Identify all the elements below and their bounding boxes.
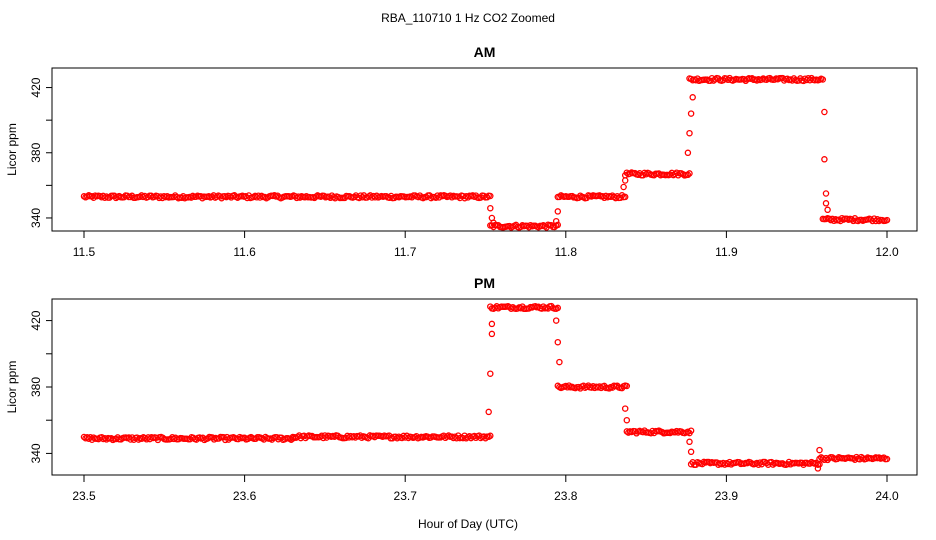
data-point bbox=[819, 76, 827, 83]
data-point bbox=[482, 434, 489, 442]
y-axis-label: Licor ppm bbox=[5, 361, 19, 414]
data-point bbox=[554, 208, 562, 215]
x-axis-label: Hour of Day (UTC) bbox=[418, 517, 518, 531]
data-point bbox=[686, 129, 693, 137]
x-tick-label: 12.0 bbox=[875, 245, 899, 259]
data-point bbox=[821, 108, 828, 116]
data-point bbox=[483, 194, 491, 201]
data-point bbox=[883, 216, 891, 224]
data-point bbox=[687, 448, 695, 456]
data-point bbox=[824, 206, 831, 214]
data-point bbox=[689, 94, 696, 101]
data-point bbox=[684, 428, 692, 436]
data-point bbox=[621, 193, 629, 201]
data-point bbox=[822, 190, 830, 197]
x-tick-label: 23.7 bbox=[394, 489, 418, 503]
panel-title: AM bbox=[474, 44, 496, 60]
data-point bbox=[490, 219, 497, 227]
panel-am: AM Licor ppm 340 380 420 11.5 11.6 11.7 11.8 11.9… bbox=[5, 44, 918, 259]
data-point bbox=[623, 382, 631, 390]
data-point bbox=[686, 170, 693, 177]
x-tick-label: 11.9 bbox=[715, 245, 738, 259]
data-point bbox=[552, 317, 560, 324]
data-point bbox=[556, 358, 563, 366]
x-tick-label: 11.5 bbox=[73, 245, 96, 259]
x-tick-label: 11.7 bbox=[394, 245, 417, 259]
data-point bbox=[721, 461, 729, 468]
y-tick-label: 340 bbox=[29, 443, 43, 463]
x-tick-label: 11.6 bbox=[233, 245, 256, 259]
data-point bbox=[821, 156, 828, 163]
y-tick-label: 420 bbox=[29, 310, 43, 330]
data-point bbox=[554, 221, 562, 229]
data-point bbox=[883, 455, 891, 463]
panel-title: PM bbox=[474, 275, 495, 291]
data-point bbox=[552, 217, 560, 225]
data-point bbox=[485, 408, 492, 416]
data-series bbox=[80, 74, 891, 231]
plot-frame bbox=[51, 67, 918, 232]
data-point bbox=[686, 438, 693, 446]
plot-frame bbox=[51, 298, 918, 476]
data-point bbox=[816, 446, 823, 454]
data-point bbox=[83, 434, 91, 441]
figure-title: RBA_110710 1 Hz CO2 Zoomed bbox=[381, 11, 555, 25]
y-tick-label: 380 bbox=[29, 142, 43, 162]
data-series bbox=[80, 302, 891, 472]
y-tick-label: 380 bbox=[29, 377, 43, 397]
data-point bbox=[605, 385, 613, 392]
data-point bbox=[450, 434, 457, 442]
x-tick-label: 23.5 bbox=[72, 489, 96, 503]
x-tick-label: 23.8 bbox=[554, 489, 578, 503]
data-point bbox=[623, 416, 631, 424]
y-axis-label: Licor ppm bbox=[5, 123, 19, 176]
data-point bbox=[621, 405, 629, 412]
x-tick-label: 23.6 bbox=[233, 489, 257, 503]
panel-pm: PM Licor ppm 340 380 420 23.5 23.6 23.7 23.8 23.9… bbox=[5, 275, 918, 503]
data-point bbox=[822, 200, 830, 207]
data-point bbox=[687, 110, 695, 117]
data-point bbox=[487, 370, 494, 377]
y-tick-label: 340 bbox=[29, 208, 43, 228]
data-point bbox=[554, 338, 562, 346]
data-point bbox=[621, 177, 629, 184]
x-tick-label: 23.9 bbox=[715, 489, 739, 503]
data-point bbox=[554, 304, 562, 312]
y-tick-label: 420 bbox=[29, 77, 43, 97]
data-point bbox=[684, 149, 692, 157]
data-point bbox=[487, 204, 494, 212]
data-point bbox=[488, 320, 496, 328]
x-tick-label: 11.8 bbox=[555, 245, 578, 259]
data-point bbox=[488, 330, 496, 338]
data-point bbox=[814, 465, 822, 472]
data-point bbox=[687, 427, 695, 434]
data-point bbox=[487, 192, 494, 200]
data-point bbox=[487, 432, 494, 440]
data-point bbox=[620, 183, 627, 191]
data-point bbox=[880, 454, 888, 461]
x-tick-label: 24.0 bbox=[875, 489, 899, 503]
data-point bbox=[684, 171, 692, 179]
